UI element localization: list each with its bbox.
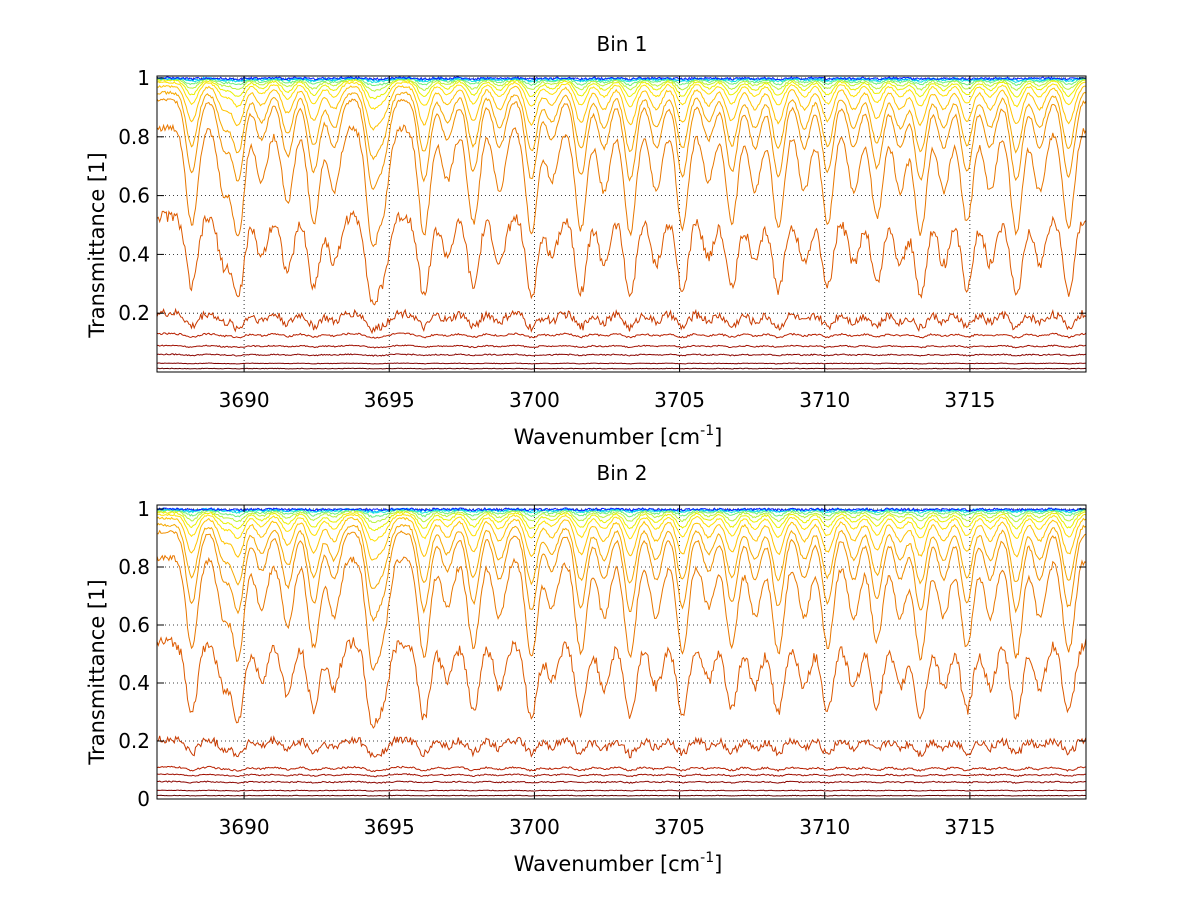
series-line: [156, 209, 1087, 306]
chart-bin-1: Bin 1 3690 3695 3700 3705 3710 3715 0.2 0.4 0.6 0…: [85, 32, 1087, 449]
y-tick-label: 0.2: [118, 729, 150, 753]
series-line: [156, 780, 1087, 784]
x-axis-label: Wavenumber [cm-1]: [514, 850, 723, 876]
y-axis-label: Transmittance [1]: [85, 152, 109, 338]
series-line: [156, 76, 1087, 81]
series-line: [156, 98, 1087, 191]
series-line: [156, 84, 1087, 131]
series-line: [156, 307, 1087, 335]
series-line: [157, 367, 1087, 370]
series-line: [156, 522, 1087, 589]
series-line: [156, 513, 1087, 542]
y-tick-label: 0.8: [118, 555, 150, 579]
x-axis-label: Wavenumber [cm-1]: [514, 423, 723, 449]
x-axis-label-text: Wavenumber [cm: [514, 425, 700, 449]
x-tick-label: 3690: [219, 815, 270, 839]
x-tick-label: 3700: [509, 815, 560, 839]
x-axis-label-end: ]: [714, 425, 722, 449]
x-axis-label-superscript: -1: [700, 850, 714, 866]
series-line: [157, 529, 1087, 623]
x-axis-label-superscript: -1: [700, 423, 714, 439]
y-axis-label: Transmittance [1]: [85, 579, 109, 765]
series-line: [156, 636, 1087, 729]
chart-title: Bin 1: [596, 32, 647, 56]
series-line: [156, 554, 1087, 671]
y-tick-label: 0.4: [118, 242, 150, 266]
series-line: [156, 332, 1087, 339]
series-line: [156, 511, 1087, 532]
series-group: [156, 76, 1087, 370]
axes-box: [156, 75, 1087, 373]
series-line: [156, 353, 1087, 357]
x-tick-label: 3705: [654, 388, 705, 412]
x-tick-label: 3705: [654, 815, 705, 839]
y-tick-label: 1: [137, 66, 150, 90]
chart-bin-2: Bin 2 3690 3695 3700 3705 3710 3715 0 0.2 0.4 0.6…: [85, 461, 1087, 876]
x-tick-label: 3690: [219, 388, 270, 412]
y-tick-label: 0.2: [118, 301, 150, 325]
x-tick-label: 3695: [364, 815, 415, 839]
x-axis-label-text: Wavenumber [cm: [514, 852, 700, 876]
x-tick-label: 3695: [364, 388, 415, 412]
x-tick-label: 3700: [509, 388, 560, 412]
tick-group: 3690 3695 3700 3705 3710 3715 0.2 0.4 0.6 0.8 1: [118, 66, 1086, 412]
series-line: [156, 507, 1087, 512]
series-line: [156, 78, 1087, 100]
series-line: [156, 735, 1087, 759]
y-tick-label: 0: [137, 787, 150, 811]
series-line: [156, 789, 1087, 792]
series-line: [157, 344, 1087, 349]
series-line: [156, 794, 1087, 797]
y-tick-label: 0.4: [118, 671, 150, 695]
series-line: [156, 516, 1087, 561]
series-line: [156, 773, 1086, 778]
y-tick-label: 0.6: [118, 184, 150, 208]
x-tick-label: 3710: [799, 815, 850, 839]
chart-title: Bin 2: [596, 461, 647, 485]
series-line: [156, 508, 1087, 514]
series-line: [156, 509, 1087, 524]
tick-group: 3690 3695 3700 3705 3710 3715 0 0.2 0.4 0.6 0.8 1: [118, 497, 1086, 839]
y-tick-label: 0.8: [118, 125, 150, 149]
series-line: [156, 77, 1087, 84]
x-tick-label: 3710: [799, 388, 850, 412]
x-axis-label-end: ]: [714, 852, 722, 876]
series-line: [156, 77, 1087, 92]
x-tick-label: 3715: [944, 815, 995, 839]
series-line: [156, 80, 1087, 110]
x-tick-label: 3715: [944, 388, 995, 412]
series-line: [156, 90, 1087, 161]
series-line: [156, 765, 1087, 773]
y-tick-label: 0.6: [118, 613, 150, 637]
series-line: [156, 123, 1087, 248]
series-group: [156, 507, 1087, 797]
y-tick-label: 1: [137, 497, 150, 521]
series-line: [156, 362, 1087, 365]
grid-lines: [157, 76, 1086, 372]
axes-box: [156, 504, 1087, 800]
